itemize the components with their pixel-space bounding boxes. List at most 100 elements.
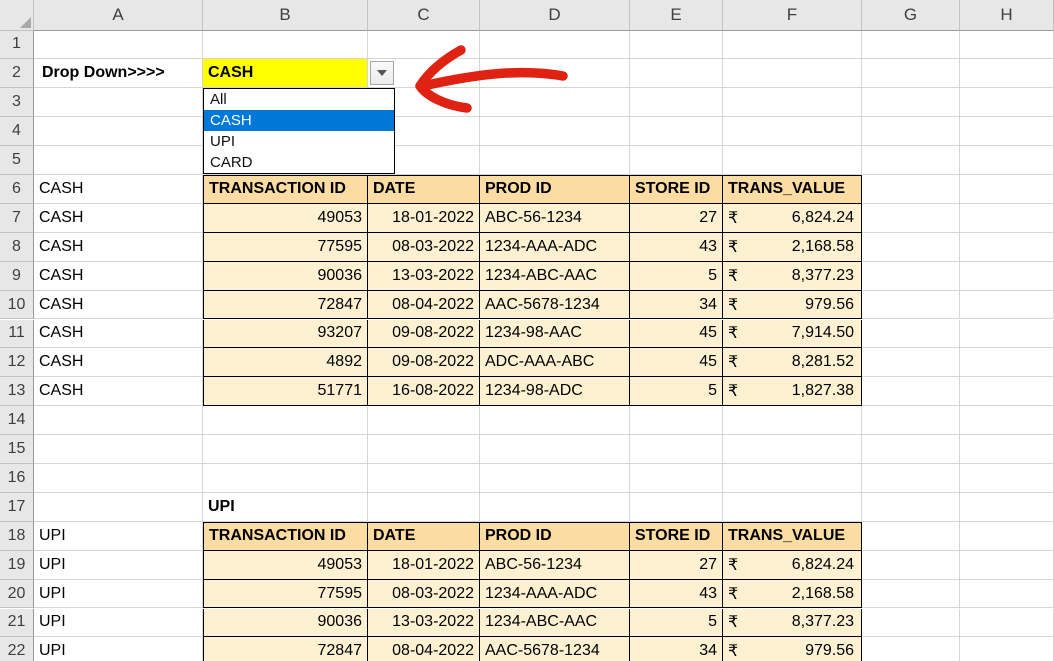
cell-h14[interactable] — [960, 406, 1054, 436]
table-cell-store-id[interactable]: 27 — [630, 550, 723, 580]
filter-label-cell-a20[interactable]: UPI — [34, 579, 203, 609]
cell-h12[interactable] — [960, 348, 1054, 378]
table-cell-transaction-id[interactable]: 49053 — [203, 550, 368, 580]
cell-h17[interactable] — [960, 492, 1054, 522]
filter-label-cell-a10[interactable]: CASH — [34, 290, 203, 320]
dropdown-option-upi[interactable]: UPI — [210, 133, 236, 150]
cell-e5[interactable] — [630, 146, 723, 175]
row-header-21[interactable]: 21 — [0, 608, 34, 638]
cell-d15[interactable] — [480, 435, 630, 464]
table-cell-prod-id[interactable]: ABC-56-1234 — [480, 550, 630, 580]
row-header-5[interactable]: 5 — [0, 146, 34, 175]
table-cell-transaction-id[interactable]: 51771 — [203, 377, 368, 407]
cell-f5[interactable] — [723, 146, 862, 175]
cell-g11[interactable] — [862, 319, 960, 349]
table-header-prod-id[interactable]: PROD ID — [480, 521, 630, 551]
row-header-11[interactable]: 11 — [0, 319, 34, 349]
cell-f17[interactable] — [723, 492, 862, 522]
table-cell-trans-value[interactable]: ₹979.56 — [723, 637, 862, 661]
cell-g12[interactable] — [862, 348, 960, 378]
cell-h20[interactable] — [960, 579, 1054, 609]
cell-b16[interactable] — [203, 464, 368, 493]
table-header-date[interactable]: DATE — [368, 175, 480, 204]
table-cell-prod-id[interactable]: ADC-AAA-ABC — [480, 348, 630, 378]
table-header-trans-value[interactable]: TRANS_VALUE — [723, 175, 862, 204]
table-cell-store-id[interactable]: 45 — [630, 319, 723, 349]
table-cell-prod-id[interactable]: 1234-98-AAC — [480, 319, 630, 349]
cell-g22[interactable] — [862, 637, 960, 661]
cell-d14[interactable] — [480, 406, 630, 436]
table-cell-date[interactable]: 08-04-2022 — [368, 290, 480, 320]
table-cell-trans-value[interactable]: ₹2,168.58 — [723, 579, 862, 609]
cell-g16[interactable] — [862, 464, 960, 493]
cell-a1[interactable] — [34, 30, 203, 60]
table-cell-transaction-id[interactable]: 72847 — [203, 637, 368, 661]
table-cell-date[interactable]: 09-08-2022 — [368, 319, 480, 349]
filter-label-cell-a19[interactable]: UPI — [34, 550, 203, 580]
cell-g19[interactable] — [862, 550, 960, 580]
table-cell-date[interactable]: 18-01-2022 — [368, 550, 480, 580]
cell-c3[interactable] — [368, 88, 480, 118]
table-cell-store-id[interactable]: 43 — [630, 232, 723, 262]
cell-c4[interactable] — [368, 117, 480, 147]
table-cell-trans-value[interactable]: ₹8,377.23 — [723, 261, 862, 291]
cell-b15[interactable] — [203, 435, 368, 464]
cell-e16[interactable] — [630, 464, 723, 493]
row-header-14[interactable]: 14 — [0, 406, 34, 436]
table-cell-transaction-id[interactable]: 72847 — [203, 290, 368, 320]
table-cell-transaction-id[interactable]: 49053 — [203, 203, 368, 233]
table-cell-store-id[interactable]: 5 — [630, 377, 723, 407]
cell-h19[interactable] — [960, 550, 1054, 580]
table-cell-prod-id[interactable]: 1234-ABC-AAC — [480, 608, 630, 638]
table-cell-prod-id[interactable]: 1234-ABC-AAC — [480, 261, 630, 291]
filter-label-cell-a13[interactable]: CASH — [34, 377, 203, 407]
cell-g21[interactable] — [862, 608, 960, 638]
cell-f15[interactable] — [723, 435, 862, 464]
filter-label-cell-a12[interactable]: CASH — [34, 348, 203, 378]
table-header-trans-value[interactable]: TRANS_VALUE — [723, 521, 862, 551]
table-header-transaction-id[interactable]: TRANSACTION ID — [203, 175, 368, 204]
table-cell-prod-id[interactable]: AAC-5678-1234 — [480, 290, 630, 320]
cell-a5[interactable] — [34, 146, 203, 175]
table-cell-store-id[interactable]: 27 — [630, 203, 723, 233]
dropdown-option-cash[interactable]: CASH — [204, 110, 394, 131]
cell-c5[interactable] — [368, 146, 480, 175]
table-cell-date[interactable]: 16-08-2022 — [368, 377, 480, 407]
table-cell-trans-value[interactable]: ₹6,824.24 — [723, 203, 862, 233]
cell-g13[interactable] — [862, 377, 960, 407]
cell-g6[interactable] — [862, 175, 960, 204]
row-header-17[interactable]: 17 — [0, 492, 34, 522]
cell-g14[interactable] — [862, 406, 960, 436]
cell-h22[interactable] — [960, 637, 1054, 661]
cell-e17[interactable] — [630, 492, 723, 522]
cell-f16[interactable] — [723, 464, 862, 493]
table-header-prod-id[interactable]: PROD ID — [480, 175, 630, 204]
cell-f1[interactable] — [723, 30, 862, 60]
row-header-12[interactable]: 12 — [0, 348, 34, 378]
column-header-g[interactable]: G — [862, 0, 960, 31]
table-cell-store-id[interactable]: 45 — [630, 348, 723, 378]
table-header-transaction-id[interactable]: TRANSACTION ID — [203, 521, 368, 551]
row-header-15[interactable]: 15 — [0, 435, 34, 464]
cell-a17[interactable] — [34, 492, 203, 522]
cell-g17[interactable] — [862, 492, 960, 522]
cell-b1[interactable] — [203, 30, 368, 60]
row-header-18[interactable]: 18 — [0, 521, 34, 551]
cell-c1[interactable] — [368, 30, 480, 60]
cell-f4[interactable] — [723, 117, 862, 147]
filter-label-cell-a21[interactable]: UPI — [34, 608, 203, 638]
filter-label-cell-a11[interactable]: CASH — [34, 319, 203, 349]
cell-f3[interactable] — [723, 88, 862, 118]
table-cell-trans-value[interactable]: ₹1,827.38 — [723, 377, 862, 407]
filter-label-cell-a7[interactable]: CASH — [34, 203, 203, 233]
cell-a15[interactable] — [34, 435, 203, 464]
table-cell-transaction-id[interactable]: 77595 — [203, 579, 368, 609]
table-cell-store-id[interactable]: 34 — [630, 637, 723, 661]
table-cell-date[interactable]: 08-03-2022 — [368, 232, 480, 262]
row-header-16[interactable]: 16 — [0, 464, 34, 493]
row-header-4[interactable]: 4 — [0, 117, 34, 147]
table-header-date[interactable]: DATE — [368, 521, 480, 551]
table-cell-transaction-id[interactable]: 90036 — [203, 608, 368, 638]
table-cell-prod-id[interactable]: 1234-AAA-ADC — [480, 232, 630, 262]
column-header-e[interactable]: E — [630, 0, 723, 31]
